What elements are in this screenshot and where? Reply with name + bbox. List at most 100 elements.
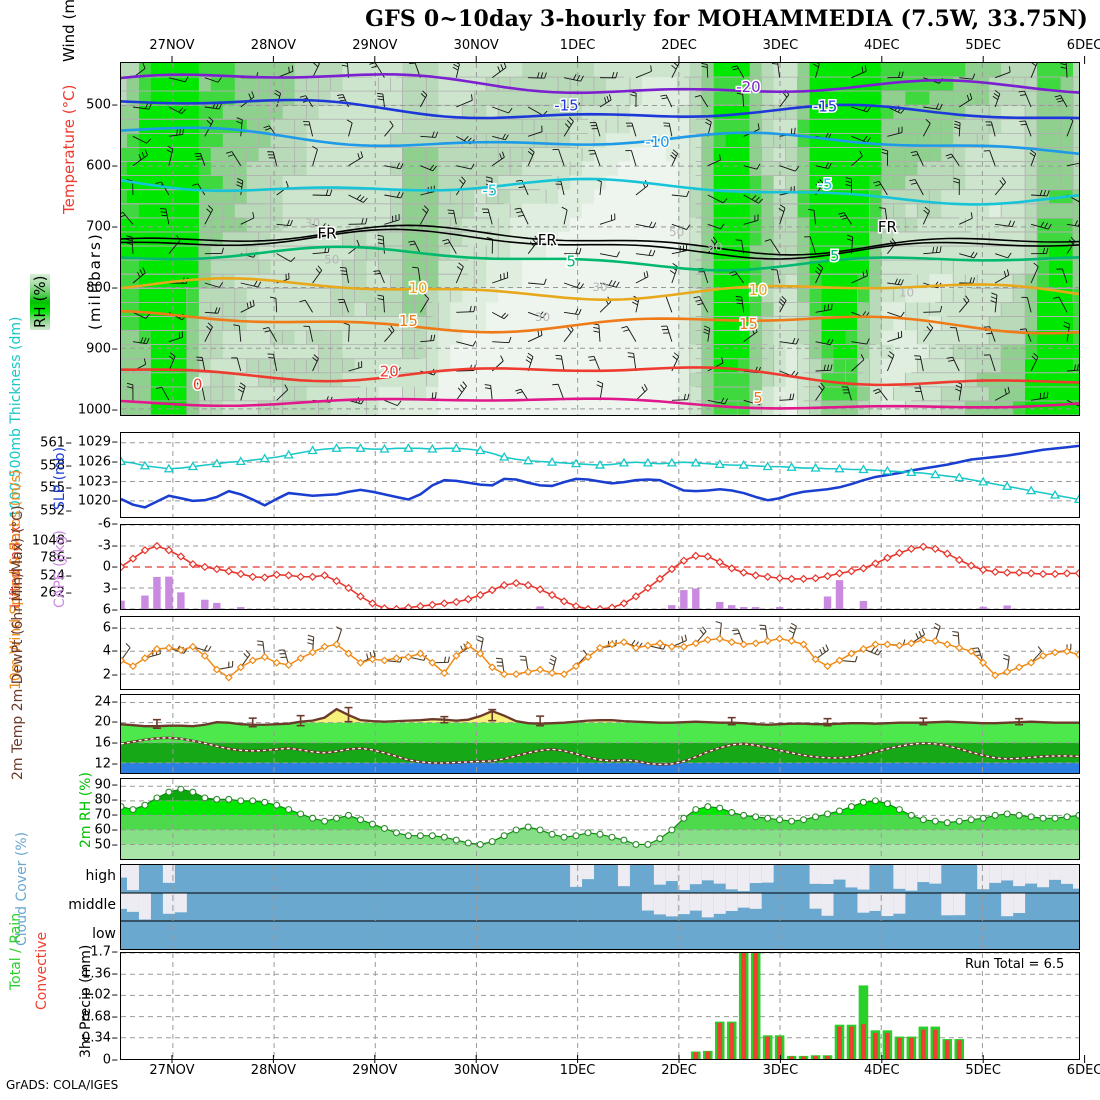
cape-tick-262: 262– [40, 585, 72, 601]
lifted-index-line [121, 545, 1079, 609]
pressure-tick-1000: 1000– [77, 402, 118, 418]
cloud-cell [174, 893, 187, 913]
cloud-cell [929, 865, 942, 884]
cloud-cell [845, 865, 858, 888]
precip-convective-bar [908, 1037, 914, 1059]
rh2m-panel[interactable] [120, 778, 1080, 860]
slp-line [121, 444, 1079, 509]
temp2m-axis-label: 2m Temp 2m DewPt (6hr Min/Max) (°C) [10, 505, 26, 780]
date-tick-29nov: 29NOV [352, 38, 398, 53]
temp2m-line [121, 707, 1079, 728]
cloud-cell [677, 865, 690, 891]
cloud-cell [749, 865, 762, 884]
svg-text:10: 10 [749, 281, 768, 299]
cloud-cell [809, 865, 822, 884]
cloud-cell [737, 893, 750, 908]
temp2m-panel[interactable] [120, 694, 1080, 774]
precip-convective-bar [789, 1056, 794, 1059]
precip-convective-bar [896, 1037, 902, 1059]
cloud-cell [689, 865, 702, 885]
precip-convective-bar [765, 1036, 771, 1059]
cloud-cell [905, 865, 918, 891]
cloud-cover-panel[interactable] [120, 864, 1080, 950]
precip-convective-bar [813, 1055, 818, 1059]
date-tick-27nov: 27NOV [149, 1063, 195, 1078]
date-tick-2dec: 2DEC [661, 38, 697, 53]
cloud-cell [713, 865, 726, 884]
cape-bar [536, 606, 544, 609]
cape-bar [775, 607, 784, 609]
precip-convective-bar [717, 1022, 723, 1059]
date-tick-2dec: 2DEC [661, 1063, 697, 1078]
cloud-cell [677, 893, 690, 915]
lifted-index-tick-6: 6– [102, 602, 118, 618]
svg-text:FR: FR [317, 225, 336, 243]
cloud-cell [953, 893, 966, 916]
upper-air-temperature-label: Temperature (°C) [60, 84, 78, 214]
thickness-tick-555: 555– [40, 480, 72, 496]
cloud-cell [1061, 865, 1074, 884]
thickness-tick-552: 552– [40, 503, 72, 519]
cloud-cell [701, 893, 714, 918]
svg-text:-10: -10 [645, 133, 669, 151]
cloud-row-label-high: high [85, 868, 116, 885]
cloud-cell [749, 893, 762, 909]
svg-text:15: 15 [399, 312, 418, 330]
date-tick-5dec: 5DEC [965, 38, 1001, 53]
page-title: GFS 0~10day 3-hourly for MOHAMMEDIA (7.5… [365, 6, 1088, 32]
cloud-cell [761, 865, 774, 883]
svg-text:-5: -5 [818, 175, 833, 193]
cape-bar [201, 599, 209, 609]
upper-air-pressure-label: (millibars) [86, 232, 104, 330]
temp2m-tick-16: 16– [94, 735, 118, 751]
cloud-cell [1013, 865, 1026, 887]
wind10m-panel[interactable] [120, 616, 1080, 690]
cloud-cell [941, 893, 954, 916]
date-tick-28nov: 28NOV [250, 38, 296, 53]
cape-bar [859, 600, 868, 609]
cloud-cell [665, 893, 678, 917]
cloud-cell [821, 893, 834, 916]
cloud-cell [126, 865, 139, 891]
lifted-index-tick-neg3: -3– [98, 538, 118, 553]
svg-text:50: 50 [669, 225, 684, 239]
pressure-tick-900: 900– [86, 341, 118, 357]
cloud-cell [126, 893, 139, 912]
date-tick-marks [171, 1055, 1086, 1063]
cloud-cell [162, 893, 175, 914]
slp-thickness-panel[interactable] [120, 432, 1080, 518]
cape-bar [668, 605, 676, 609]
slp-tick-1023: 1023– [77, 474, 118, 490]
temp2m-tick-12: 12– [94, 756, 118, 772]
pressure-tick-700: 700– [86, 219, 118, 235]
cape-bar [835, 580, 844, 609]
lifted-index-cape-panel[interactable] [120, 524, 1080, 610]
svg-text:10: 10 [408, 279, 427, 297]
date-tick-6dec: 6DEC [1066, 38, 1100, 53]
cloud-cell [737, 865, 750, 892]
precip-convective-bar [885, 1032, 890, 1059]
cloud-cell [1025, 865, 1038, 884]
upper-air-rh-label: RH (%) [30, 273, 50, 330]
cloud-cell [582, 865, 595, 880]
precip-convective-bar [693, 1052, 699, 1059]
precip-panel[interactable] [120, 952, 1080, 1060]
cape-bar [680, 590, 688, 609]
cape-bar [823, 596, 832, 609]
cloud-cell [1037, 865, 1050, 888]
date-tick-4dec: 4DEC [864, 38, 900, 53]
upper-air-panel[interactable]: -20 -15 -15 -10 -5 -5 FR FR FR 5 5 10 10 15 15 20 5 0 10 30… [120, 62, 1080, 416]
precip-total-legend: Total / Rain [8, 912, 24, 990]
cape-tick-1048: 1048– [31, 533, 72, 549]
cloud-cell [665, 865, 678, 882]
precip-tick-1_02: 1.02– [82, 987, 118, 1003]
rh2m-tick-60: 60– [94, 822, 118, 838]
date-tick-6dec: 6DEC [1066, 1063, 1100, 1078]
wind10m-tick-6: 6– [102, 620, 118, 636]
date-tick-29nov: 29NOV [352, 1063, 398, 1078]
precip-convective-bar [873, 1032, 878, 1059]
cape-bar [1003, 605, 1011, 609]
date-tick-5dec: 5DEC [965, 1063, 1001, 1078]
precip-convective-bar [932, 1029, 938, 1059]
svg-text:5: 5 [830, 247, 840, 265]
